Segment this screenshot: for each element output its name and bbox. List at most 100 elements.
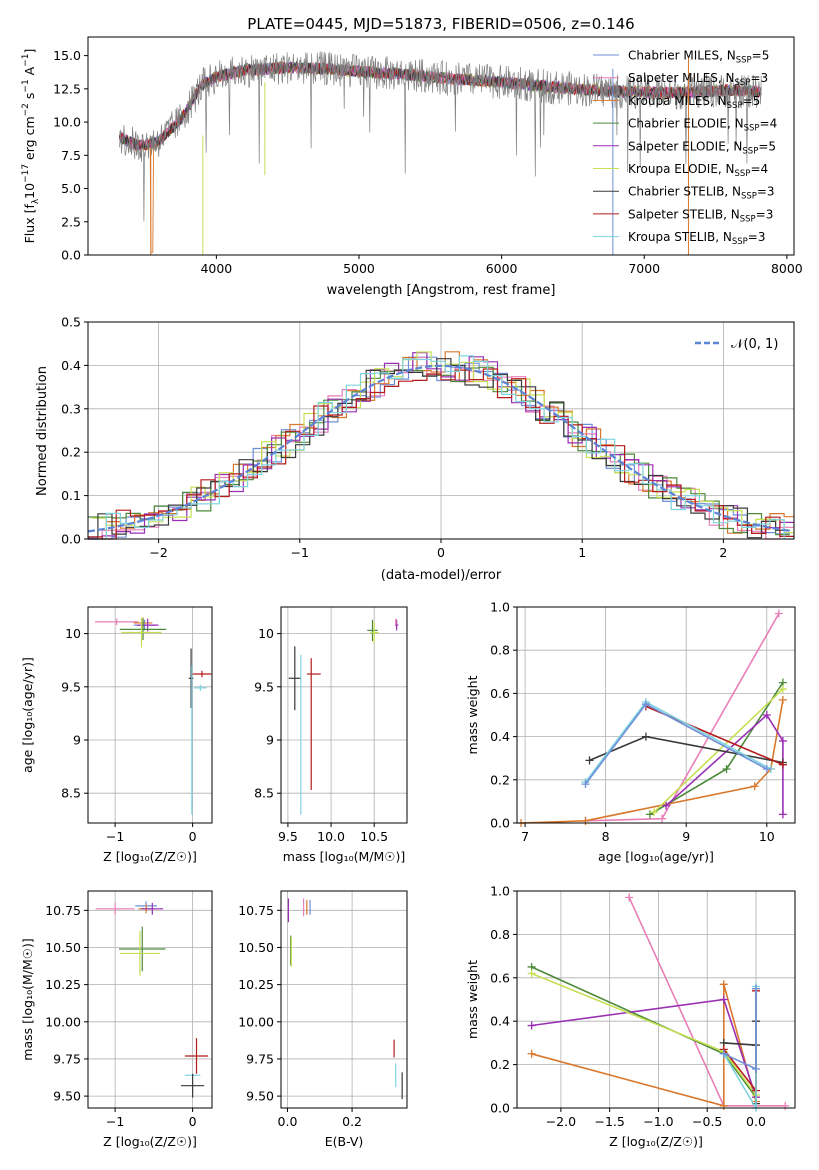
- legend-label: Salpeter STELIB, NSSP=3: [628, 207, 773, 224]
- x-tick-label: 0: [437, 545, 445, 560]
- observed-spectrum-line: [119, 51, 762, 222]
- weight-marker: [649, 808, 658, 817]
- x-tick-label: 0: [189, 829, 197, 844]
- y-axis-label: mass weight: [465, 960, 480, 1039]
- x-tick-label: 7: [521, 829, 529, 844]
- x-tick-label: −1.0: [643, 1114, 673, 1129]
- y-tick-label: 9: [73, 733, 81, 748]
- y-tick-label: 10.75: [238, 903, 274, 918]
- weight-marker: [719, 1049, 728, 1058]
- weight-line: [531, 984, 757, 1107]
- y-tick-label: 1.0: [490, 884, 510, 899]
- grid: [281, 607, 407, 823]
- residual-legend: 𝒩(0, 1): [695, 337, 778, 352]
- x-tick-label: −1: [106, 829, 124, 844]
- error-point: [141, 902, 164, 915]
- y-tick-label: 9.50: [53, 1089, 81, 1104]
- weight-marker: [751, 1064, 760, 1073]
- y-axis-label: mass weight: [465, 675, 480, 754]
- mass-vs-ebv-panel: 0.0 0.2 9.50 9.75 10.00 10.25 10.50 10.75 E(B-V): [238, 890, 408, 1149]
- y-tick-label: 8.5: [254, 786, 274, 801]
- error-point: [181, 1073, 205, 1098]
- weight-line: [585, 613, 780, 822]
- weight-marker: [778, 685, 787, 694]
- weight-marker: [719, 1101, 728, 1110]
- y-tick-label: 9.5: [61, 679, 81, 694]
- y-tick-label: 10.00: [238, 1014, 274, 1029]
- error-point: [119, 618, 167, 640]
- spectrum-lines: [118, 51, 762, 255]
- y-tick-label: 0.8: [490, 927, 510, 942]
- x-axis-label: Z [log₁₀(Z/Z☉)]: [609, 1134, 703, 1149]
- legend-label: Chabrier STELIB, NSSP=3: [628, 185, 775, 202]
- x-tick-label: 8000: [771, 261, 803, 276]
- residual-frame: [87, 321, 795, 540]
- x-tick-label: 8: [602, 829, 610, 844]
- y-tick-label: 10.50: [238, 940, 274, 955]
- ticks: −1 0 8.5 9 9.5 10: [61, 626, 197, 844]
- error-point: [288, 646, 301, 711]
- error-point: [394, 618, 397, 626]
- x-tick-label: −1: [106, 1114, 124, 1129]
- weight-series: [581, 700, 771, 789]
- y-tick-label: 9.5: [254, 679, 274, 694]
- residual-histogram: [88, 358, 790, 540]
- x-tick-label: 9: [682, 829, 690, 844]
- error-point: [94, 618, 139, 626]
- weight-marker: [778, 695, 787, 704]
- x-tick-label: 6000: [486, 261, 518, 276]
- weight-lines: [517, 609, 787, 827]
- weight-line: [520, 699, 784, 824]
- weight-marker: [527, 1021, 536, 1030]
- weight-marker: [781, 1101, 790, 1110]
- legend-label: Salpeter ELODIE, NSSP=5: [628, 139, 776, 156]
- y-tick-label: 0.0: [61, 532, 81, 547]
- normal-curve: [87, 364, 792, 533]
- weight-marker: [774, 609, 783, 618]
- mass-weight-vs-metallicity-panel: −2.0 −1.5 −1.0 −0.5 0.0 0.0 0.2 0.4 0.6 0.8 1.0 Z […: [465, 884, 796, 1149]
- x-tick-label: 2: [719, 545, 727, 560]
- y-tick-label: 9.75: [53, 1051, 81, 1066]
- axes-frame: [516, 890, 796, 1109]
- weight-line: [584, 703, 768, 785]
- y-tick-label: 7.5: [61, 148, 81, 163]
- y-tick-label: 0.1: [61, 488, 81, 503]
- y-tick-label: 10.25: [238, 977, 274, 992]
- x-tick-label: 9.5: [278, 829, 298, 844]
- x-tick-label: 0.0: [278, 1114, 298, 1129]
- y-tick-label: 10.75: [45, 903, 81, 918]
- weight-marker: [645, 810, 654, 819]
- weight-marker: [778, 810, 787, 819]
- x-tick-label: 7000: [628, 261, 660, 276]
- residual-xlabel: (data-model)/error: [381, 568, 502, 583]
- residual-histogram: [88, 368, 794, 540]
- legend-label: Kroupa STELIB, NSSP=3: [628, 230, 766, 247]
- weight-marker: [778, 760, 787, 769]
- grid: [88, 607, 212, 823]
- error-points: [288, 618, 399, 815]
- x-axis-label: mass [log₁₀(M/M☉)]: [283, 849, 405, 864]
- y-tick-label: 8.5: [61, 786, 81, 801]
- weight-marker: [762, 711, 771, 719]
- y-tick-label: 15.0: [53, 48, 81, 63]
- ticks: −1 0 9.50 9.75 10.00 10.25 10.50 10.75: [45, 903, 196, 1129]
- y-axis-label: age [log₁₀(age/yr)]: [20, 657, 35, 773]
- weight-marker: [778, 736, 787, 745]
- weight-line: [531, 972, 757, 1096]
- y-tick-label: 9: [266, 733, 274, 748]
- y-tick-label: 0.8: [490, 643, 510, 658]
- weight-marker: [527, 969, 536, 978]
- axes-frame: [280, 890, 408, 1109]
- y-tick-label: 1.0: [490, 600, 510, 615]
- weight-marker: [641, 700, 650, 709]
- y-tick-label: 5.0: [61, 181, 81, 196]
- weight-series: [527, 995, 760, 1102]
- error-point: [369, 621, 379, 644]
- x-tick-label: 4000: [200, 261, 232, 276]
- weight-marker: [751, 984, 760, 993]
- y-tick-label: 0.4: [490, 1014, 510, 1029]
- x-tick-label: 0.0: [746, 1114, 766, 1129]
- weight-marker: [719, 980, 728, 989]
- weight-marker: [662, 801, 671, 810]
- error-points: [94, 617, 212, 815]
